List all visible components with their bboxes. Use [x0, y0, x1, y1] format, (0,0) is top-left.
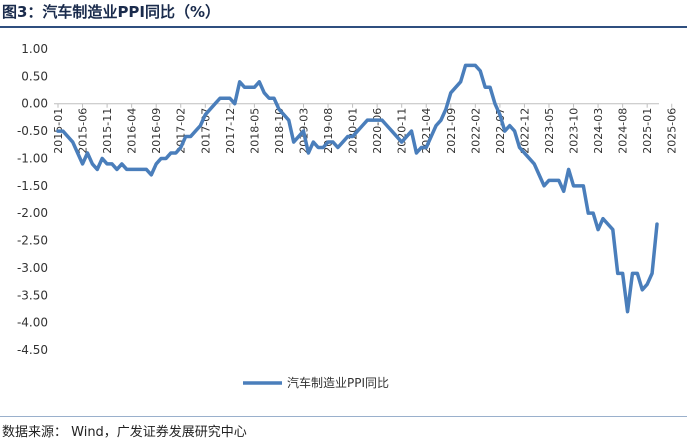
figure-title: 图3：汽车制造业PPI同比（%） [2, 3, 221, 21]
legend: 汽车制造业PPI同比 [243, 375, 389, 390]
x-tick-label: 2023-10 [568, 108, 581, 154]
y-tick-label: -2.00 [17, 206, 48, 220]
y-tick-label: -2.50 [17, 234, 48, 248]
source-note: 数据来源： Wind，广发证券发展研究中心 [2, 425, 247, 440]
x-tick-label: 2024-03 [592, 108, 605, 154]
legend-label: 汽车制造业PPI同比 [287, 375, 389, 390]
y-tick-label: 0.00 [21, 97, 48, 111]
x-tick-label: 2023-05 [543, 108, 556, 154]
y-tick-label: -3.50 [17, 288, 48, 302]
y-tick-label: -4.50 [17, 343, 48, 357]
y-tick-label: -1.00 [17, 151, 48, 165]
x-tick-label: 2024-08 [617, 108, 630, 154]
x-tick-label: 2022-07 [494, 108, 507, 154]
x-tick-label: 2018-10 [273, 108, 286, 154]
y-tick-label: -1.50 [17, 179, 48, 193]
x-tick-label: 2016-04 [126, 108, 139, 154]
x-tick-label: 2022-02 [469, 108, 482, 154]
series-line-auto-ppi [56, 63, 659, 314]
x-axis-ticks: 2015-01 2015-06 2015-11 2016-04 2016-09 2017-… [52, 103, 679, 154]
x-tick-label: 2025-01 [641, 108, 654, 154]
x-tick-label: 2022-12 [518, 108, 531, 154]
x-tick-label: 2015-11 [101, 108, 114, 154]
x-tick-label: 2020-11 [396, 108, 409, 154]
x-tick-label: 2025-06 [666, 108, 679, 154]
figure-header: 图3：汽车制造业PPI同比（%） [0, 0, 687, 28]
y-axis-ticks: 1.00 0.50 0.00 -0.50 -1.00 -1.50 -2.00 -2.50 -3.… [17, 42, 48, 357]
y-tick-label: 1.00 [21, 42, 48, 56]
y-tick-label: -4.00 [17, 316, 48, 330]
x-tick-label: 2017-12 [224, 108, 237, 154]
x-tick-label: 2016-09 [150, 108, 163, 154]
x-tick-label: 2021-09 [445, 108, 458, 154]
x-tick-label: 2015-06 [77, 108, 90, 154]
x-tick-label: 2018-05 [248, 108, 261, 154]
y-tick-label: -0.50 [17, 124, 48, 138]
figure-footer: 数据来源： Wind，广发证券发展研究中心 [0, 416, 687, 447]
line-chart: 1.00 0.50 0.00 -0.50 -1.00 -1.50 -2.00 -2.50 -3.… [17, 42, 679, 390]
x-tick-label: 2020-01 [347, 108, 360, 154]
x-tick-label: 2020-06 [371, 108, 384, 154]
y-tick-label: -3.00 [17, 261, 48, 275]
y-tick-label: 0.50 [21, 69, 48, 83]
